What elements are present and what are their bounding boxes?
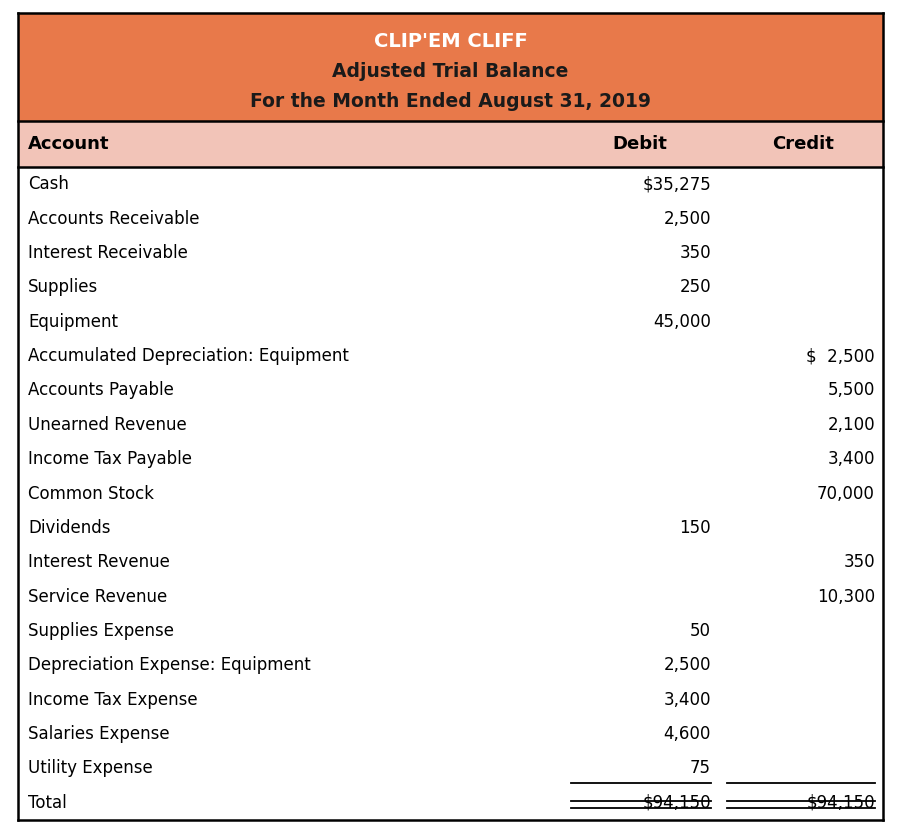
Text: 350: 350 xyxy=(679,244,711,262)
Text: 75: 75 xyxy=(690,760,711,777)
Text: 250: 250 xyxy=(679,278,711,297)
Text: 4,600: 4,600 xyxy=(664,725,711,743)
Text: 50: 50 xyxy=(690,622,711,640)
Text: 3,400: 3,400 xyxy=(663,691,711,709)
Bar xyxy=(18,13,883,121)
Text: Total: Total xyxy=(28,794,67,812)
Text: 5,500: 5,500 xyxy=(828,382,875,399)
Text: 70,000: 70,000 xyxy=(817,485,875,502)
Text: Adjusted Trial Balance: Adjusted Trial Balance xyxy=(332,62,569,81)
Text: Account: Account xyxy=(28,135,110,153)
Text: Service Revenue: Service Revenue xyxy=(28,587,168,606)
Text: $  2,500: $ 2,500 xyxy=(806,347,875,365)
Text: Supplies: Supplies xyxy=(28,278,98,297)
Text: Income Tax Expense: Income Tax Expense xyxy=(28,691,197,709)
Text: 3,400: 3,400 xyxy=(827,450,875,468)
Text: Common Stock: Common Stock xyxy=(28,485,154,502)
Text: $94,150: $94,150 xyxy=(642,794,711,812)
Text: Accumulated Depreciation: Equipment: Accumulated Depreciation: Equipment xyxy=(28,347,349,365)
Text: Depreciation Expense: Equipment: Depreciation Expense: Equipment xyxy=(28,656,311,675)
Text: 350: 350 xyxy=(843,553,875,571)
Text: Dividends: Dividends xyxy=(28,519,111,536)
Text: 150: 150 xyxy=(679,519,711,536)
Text: Utility Expense: Utility Expense xyxy=(28,760,153,777)
Text: $94,150: $94,150 xyxy=(806,794,875,812)
Text: Accounts Receivable: Accounts Receivable xyxy=(28,210,199,227)
Text: 2,500: 2,500 xyxy=(663,656,711,675)
Text: Salaries Expense: Salaries Expense xyxy=(28,725,169,743)
Text: Supplies Expense: Supplies Expense xyxy=(28,622,174,640)
Text: Cash: Cash xyxy=(28,175,68,193)
Text: For the Month Ended August 31, 2019: For the Month Ended August 31, 2019 xyxy=(250,92,651,111)
Text: $35,275: $35,275 xyxy=(642,175,711,193)
Text: Interest Revenue: Interest Revenue xyxy=(28,553,170,571)
Text: Unearned Revenue: Unearned Revenue xyxy=(28,416,187,434)
Text: 45,000: 45,000 xyxy=(653,312,711,331)
Text: CLIP'EM CLIFF: CLIP'EM CLIFF xyxy=(374,32,527,51)
Text: Credit: Credit xyxy=(772,135,834,153)
Text: 2,100: 2,100 xyxy=(827,416,875,434)
Text: 2,500: 2,500 xyxy=(663,210,711,227)
Text: Accounts Payable: Accounts Payable xyxy=(28,382,174,399)
Text: Interest Receivable: Interest Receivable xyxy=(28,244,188,262)
Bar xyxy=(18,121,883,167)
Text: Income Tax Payable: Income Tax Payable xyxy=(28,450,192,468)
Text: Equipment: Equipment xyxy=(28,312,118,331)
Text: Debit: Debit xyxy=(613,135,668,153)
Text: 10,300: 10,300 xyxy=(817,587,875,606)
